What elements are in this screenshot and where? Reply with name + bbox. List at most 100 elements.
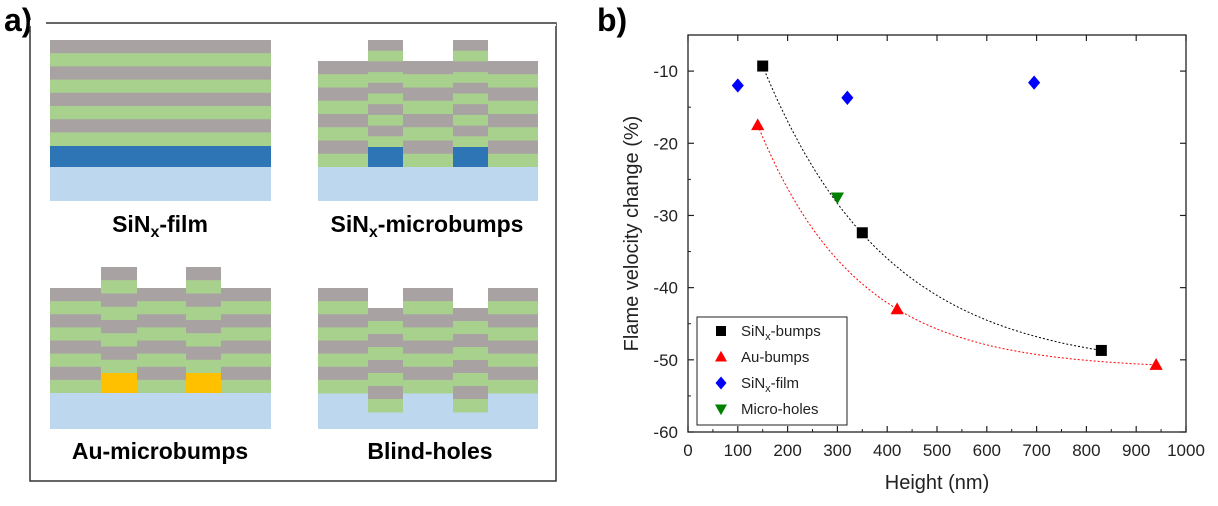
x-tick-label: 400 (873, 441, 901, 460)
bumps-stack-layer (368, 104, 403, 116)
au-stack-layer (137, 366, 186, 381)
film-stack-layer (50, 53, 271, 67)
holes-stack-layer (318, 366, 368, 381)
au-stack-layer (137, 314, 186, 328)
holes-stack-layer (403, 301, 453, 315)
legend-label: Micro-holes (741, 401, 819, 418)
holes-stack-layer (488, 288, 538, 302)
x-tick-label: 0 (683, 441, 692, 460)
bumps-stack-layer (368, 72, 403, 84)
holes-stack-layer (318, 353, 368, 368)
au-stack-layer (50, 366, 101, 381)
bumps-stack-layer (488, 127, 538, 141)
bumps-substrate (318, 167, 538, 201)
au-stack-layer (101, 320, 137, 334)
au-stack-layer (101, 293, 137, 308)
bumps-stack-layer (453, 40, 488, 52)
bumps-stack-layer (318, 100, 368, 115)
data-point (751, 118, 765, 131)
au-stack-layer (221, 327, 271, 341)
fit-curve (757, 125, 1157, 366)
bumps-stack-layer (368, 82, 403, 94)
bumps-stack-layer (403, 127, 453, 141)
au-stack-layer (137, 288, 186, 302)
bumps-stack-layer (368, 50, 403, 62)
bumps-stack-layer (453, 104, 488, 116)
legend-marker (715, 350, 727, 362)
holes-stack-layer (453, 373, 488, 387)
holes-stack-layer (368, 321, 403, 335)
au-stack-layer (221, 340, 271, 355)
holes-stack-layer (318, 288, 368, 302)
bumps-stack-layer (368, 125, 403, 137)
bumps-stack-layer (318, 140, 368, 155)
film-stack-layer (50, 119, 271, 133)
y-tick-label: -20 (653, 134, 678, 153)
bumps-stack-layer (453, 82, 488, 94)
holes-stack-layer (488, 353, 538, 368)
bumps-stack-layer (368, 61, 403, 73)
au-stack-layer (186, 320, 221, 334)
caption-sinx-film: SiNx-film (112, 211, 208, 241)
film-stack-layer (50, 79, 271, 94)
bumps-stack-layer (453, 136, 488, 148)
film-stack-layer (50, 40, 271, 54)
holes-stack-layer (488, 327, 538, 341)
au-stack-layer (186, 346, 221, 361)
bumps-stack-layer (403, 74, 453, 88)
holes-stack-layer (368, 334, 403, 348)
legend-marker (715, 404, 727, 416)
au-stack-layer (186, 333, 221, 347)
x-tick-label: 700 (1022, 441, 1050, 460)
bumps-stack-layer (318, 74, 368, 88)
au-stack-layer (101, 267, 137, 281)
holes-stack-layer (368, 360, 403, 374)
caption-au-microbumps: Au-microbumps (72, 438, 248, 464)
bumps-stack-layer (318, 61, 368, 75)
au-stack-layer (50, 379, 101, 394)
bumps-stack-layer (488, 87, 538, 102)
caption-blind-holes: Blind-holes (367, 438, 492, 464)
au-stack-layer (137, 379, 186, 394)
y-axis-title: Flame velocity change (%) (621, 116, 643, 352)
au-bump (186, 373, 221, 393)
bumps-stack-layer (403, 61, 453, 75)
bump-sinx (453, 147, 488, 167)
legend-label: Au-bumps (741, 349, 809, 366)
y-tick-label: -40 (653, 279, 678, 298)
au-stack-layer (101, 346, 137, 361)
data-point (856, 227, 868, 239)
x-axis-title: Height (nm) (885, 472, 989, 494)
bump-sinx (368, 147, 403, 167)
holes-stack-layer (453, 386, 488, 400)
bumps-stack-layer (318, 114, 368, 128)
au-stack-layer (50, 301, 101, 315)
bumps-stack-layer (318, 127, 368, 141)
holes-stack-layer (403, 353, 453, 368)
y-tick-label: -30 (653, 206, 678, 225)
bumps-stack-layer (403, 140, 453, 155)
bumps-stack-layer (453, 72, 488, 84)
holes-stack-layer (403, 340, 453, 355)
bumps-stack-layer (453, 93, 488, 105)
au-bump (101, 373, 137, 393)
bumps-stack-layer (488, 153, 538, 168)
bumps-stack-layer (403, 114, 453, 128)
bumps-stack-layer (403, 100, 453, 115)
film-stack-layer (50, 66, 271, 81)
y-tick-label: -60 (653, 423, 678, 442)
bumps-stack-layer (403, 153, 453, 168)
bumps-stack-layer (488, 61, 538, 75)
bumps-stack-layer (453, 50, 488, 62)
x-tick-label: 500 (923, 441, 951, 460)
bumps-stack-layer (453, 125, 488, 137)
holes-stack-layer (403, 379, 453, 394)
au-stack-layer (186, 293, 221, 308)
x-tick-label: 100 (724, 441, 752, 460)
bumps-stack-layer (453, 61, 488, 73)
holes-stack-layer (368, 308, 403, 322)
au-stack-layer (50, 288, 101, 302)
bumps-stack-layer (453, 114, 488, 127)
holes-stack-layer (403, 288, 453, 302)
